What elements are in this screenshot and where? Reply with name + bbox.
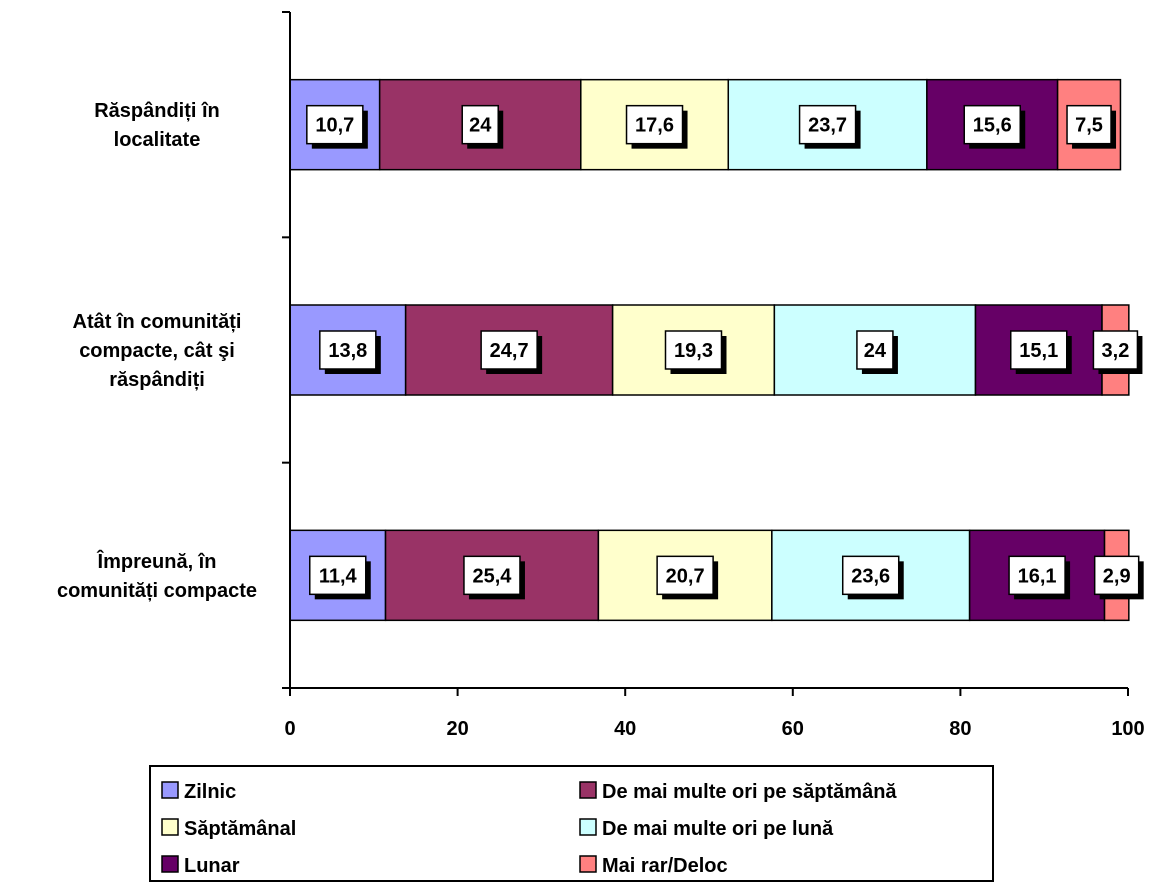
bar-segment (384, 529, 600, 622)
bar-segment (404, 304, 614, 396)
data-label: 23,6 (851, 565, 890, 587)
legend-swatch (579, 818, 597, 836)
category-label-line: Răspândiți în (94, 100, 220, 122)
data-label: 10,7 (315, 115, 354, 137)
data-label: 2,9 (1103, 565, 1131, 587)
legend-swatch (579, 781, 597, 799)
x-tick-label: 80 (949, 718, 971, 740)
data-label-box (625, 104, 684, 145)
data-label: 24,7 (490, 340, 529, 362)
data-label-box (1066, 104, 1112, 145)
category-label: Răspândiți în localitate (94, 100, 220, 151)
data-label-box (1010, 330, 1068, 370)
legend-swatch (161, 818, 179, 836)
data-label: 24 (864, 340, 887, 362)
legend-swatch (161, 781, 179, 799)
data-label-box (656, 555, 714, 596)
data-label-box (1008, 555, 1066, 596)
data-label-box (319, 330, 377, 370)
data-label-box (798, 104, 857, 145)
legend-label: Lunar (184, 855, 240, 877)
data-label: 11,4 (319, 565, 358, 587)
data-label-box (1092, 330, 1139, 370)
data-label: 3,2 (1102, 340, 1130, 362)
data-label-box (306, 104, 364, 145)
data-label: 17,6 (635, 115, 674, 137)
plot-area: 10,7 24 17,6 23,7 15,6 7,5 13,8 24,7 19,3 24 15,1 3… (57, 11, 1145, 740)
x-tick-label: 0 (284, 718, 295, 740)
data-label-box (963, 104, 1021, 145)
data-label-box (664, 330, 723, 370)
data-label-box (309, 555, 367, 596)
data-label: 19,3 (674, 340, 713, 362)
data-label: 15,6 (973, 115, 1012, 137)
legend-swatch (161, 855, 179, 873)
data-label: 24 (469, 115, 492, 137)
data-label-box (841, 555, 900, 596)
data-label: 23,7 (808, 115, 847, 137)
legend-label: De mai multe ori pe lună (602, 818, 834, 840)
data-label: 15,1 (1019, 340, 1058, 362)
category-label-line: comunități compacte (57, 580, 257, 602)
data-label-box (1093, 555, 1140, 596)
category-label: Atât în comunități compacte, cât şi răspân… (73, 311, 242, 391)
category-label-line: compacte, cât şi (79, 340, 235, 362)
legend-label: Zilnic (184, 781, 236, 803)
data-label: 25,4 (472, 565, 512, 587)
x-tick-label: 60 (782, 718, 804, 740)
data-label: 16,1 (1018, 565, 1057, 587)
data-label: 13,8 (328, 340, 367, 362)
data-label-box (480, 330, 538, 370)
data-label-box (463, 555, 521, 596)
data-label-box (461, 104, 499, 145)
legend-label: De mai multe ori pe săptămână (602, 781, 897, 803)
x-tick-label: 100 (1111, 718, 1144, 740)
category-label-line: Împreună, în (97, 549, 217, 573)
data-label: 7,5 (1075, 115, 1103, 137)
category-label-line: Atât în comunități (73, 311, 242, 333)
category-label: Împreună, în comunități compacte (57, 549, 257, 602)
legend-frame (149, 765, 994, 882)
legend-label: Mai rar/Deloc (602, 855, 728, 877)
x-tick-label: 40 (614, 718, 636, 740)
category-label-line: localitate (114, 129, 201, 151)
category-label-line: răspândiți (109, 369, 205, 391)
data-label-box (856, 330, 894, 370)
legend-label: Săptămânal (184, 818, 296, 840)
legend-swatch (579, 855, 597, 873)
x-tick-label: 20 (446, 718, 468, 740)
legend: Zilnic De mai multe ori pe săptămână Săptă… (149, 765, 994, 882)
data-label: 20,7 (666, 565, 705, 587)
